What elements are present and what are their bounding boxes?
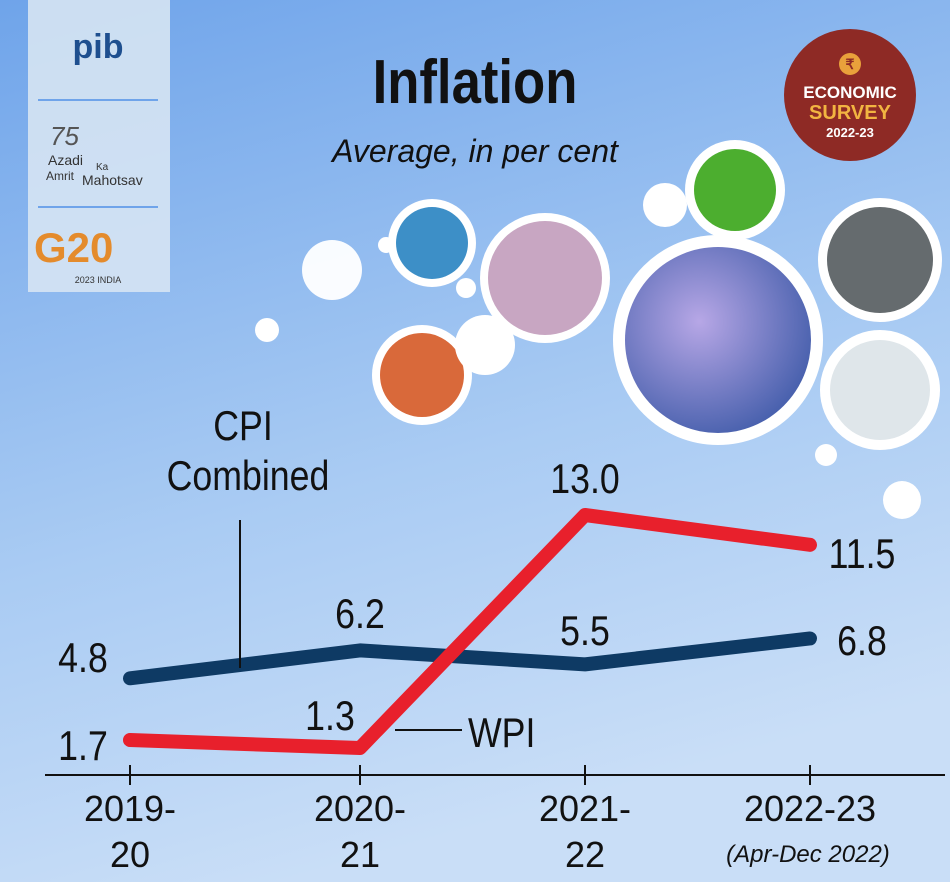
badge-symbol: ₹ bbox=[846, 56, 855, 72]
x-tick-label: 2022-23 bbox=[743, 788, 877, 829]
badge-text: ECONOMIC bbox=[803, 83, 897, 102]
x-tick-label: 2019-20 bbox=[83, 788, 177, 875]
annotation: (Apr-Dec 2022) bbox=[726, 841, 890, 868]
azadi-text: Ka bbox=[96, 162, 109, 173]
g20-logo: G20 bbox=[34, 224, 113, 271]
data-label: 1.7 bbox=[58, 723, 108, 769]
azadi-text: Mahotsav bbox=[82, 172, 143, 188]
series-line bbox=[123, 508, 817, 755]
badge-text: SURVEY bbox=[809, 102, 892, 124]
azadi-75: 75 bbox=[50, 121, 79, 151]
chart-title: Inflation bbox=[373, 48, 578, 117]
data-label: 13.0 bbox=[550, 456, 619, 502]
x-tick-label: 2020-21 bbox=[313, 788, 407, 875]
survey-badge: ₹ ECONOMIC SURVEY 2022-23 bbox=[784, 29, 916, 161]
chart-subtitle: Average, in per cent bbox=[330, 133, 619, 169]
azadi-text: Amrit bbox=[46, 169, 75, 183]
series-label: CPI Combined bbox=[157, 403, 330, 499]
x-tick-label: 2021-22 bbox=[538, 788, 632, 875]
g20-sub: 2023 INDIA bbox=[75, 275, 122, 285]
pib-logo: pib bbox=[73, 28, 124, 66]
data-label: 4.8 bbox=[58, 635, 108, 681]
decor-bubbles bbox=[255, 140, 942, 519]
series-line bbox=[123, 631, 817, 686]
data-label: 5.5 bbox=[560, 608, 610, 654]
data-label: 6.8 bbox=[837, 618, 887, 664]
data-label: 6.2 bbox=[335, 591, 385, 637]
data-label: 11.5 bbox=[829, 531, 896, 577]
azadi-text: Azadi bbox=[48, 152, 83, 168]
data-label: 1.3 bbox=[305, 693, 355, 739]
series-label: WPI bbox=[468, 710, 535, 756]
badge-text: 2022-23 bbox=[826, 125, 874, 140]
logo-panel: pib 75 Azadi Ka Amrit Mahotsav G20 2023 … bbox=[28, 0, 170, 292]
